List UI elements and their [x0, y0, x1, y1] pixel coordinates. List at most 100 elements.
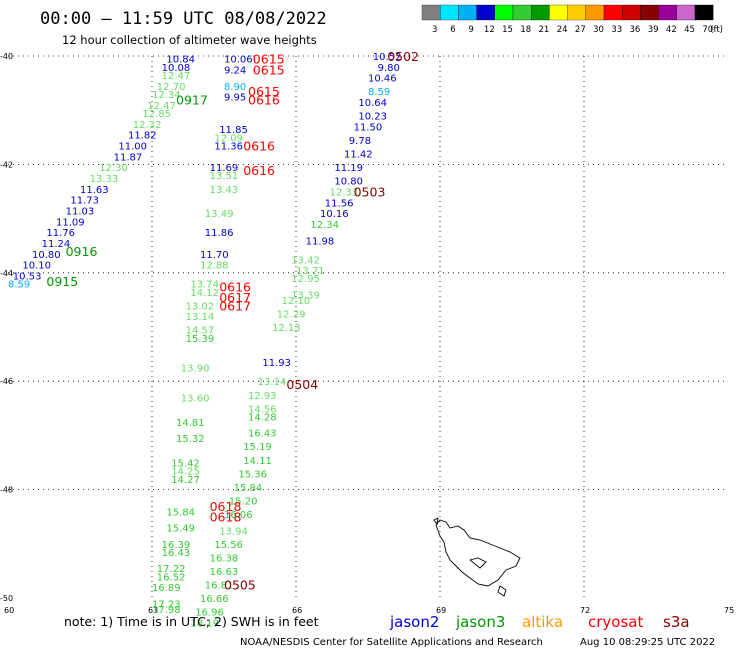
- wave-height-label: 13.33: [90, 174, 119, 185]
- wave-height-label: 13.43: [210, 185, 239, 196]
- time-label: 0505: [224, 577, 256, 592]
- wave-height-label: 16.43: [248, 429, 277, 440]
- wave-height-label: 12.70: [157, 82, 186, 93]
- colorbar-swatch: [694, 4, 714, 21]
- wave-height-label: 12.13: [272, 323, 301, 334]
- wave-height-label: 8.59: [368, 87, 390, 98]
- wave-height-label: 11.85: [219, 125, 248, 136]
- x-tick-label: 69: [436, 606, 446, 615]
- y-tick-label: -50: [0, 594, 13, 603]
- wave-height-label: 16.38: [210, 553, 239, 564]
- wave-height-label: 12.33: [330, 188, 359, 199]
- wave-height-label: 16.63: [210, 567, 239, 578]
- legend-entry-altika: altika: [522, 613, 563, 631]
- time-label: 0615: [248, 84, 280, 99]
- wave-height-label: 15.19: [243, 442, 272, 453]
- wave-height-label: 10.08: [162, 63, 191, 74]
- wave-height-label: 16.66: [200, 594, 229, 605]
- colorbar-label: 27: [575, 25, 586, 35]
- wave-height-label: 13.49: [205, 209, 234, 220]
- wave-height-label: 10.53: [13, 272, 42, 283]
- wave-height-label: 12.88: [200, 261, 229, 272]
- wave-height-label: 11.19: [334, 163, 363, 174]
- x-tick-label: 63: [148, 606, 158, 615]
- wave-height-label: 17.98: [152, 605, 181, 616]
- wave-height-label: 11.86: [205, 228, 234, 239]
- wave-height-label: 16.96: [195, 608, 224, 619]
- wave-height-label: 15.20: [229, 496, 258, 507]
- wave-height-label: 14.56: [248, 404, 277, 415]
- wave-height-label: 17.22: [157, 564, 186, 575]
- legend-entry-jason3: jason3: [455, 613, 505, 631]
- colorbar-swatch: [585, 4, 605, 21]
- wave-height-label: 12.47: [147, 101, 176, 112]
- legend-entry-cryosat: cryosat: [588, 613, 643, 631]
- colorbar: 3 6 9 12 15 18 21 24 27 30 33 36 39 42 45 70(ft): [421, 4, 723, 35]
- x-tick-label: 75: [724, 606, 734, 615]
- wave-height-label: 15.84: [234, 483, 263, 494]
- colorbar-label: 15: [502, 25, 513, 35]
- y-tick-label: -46: [0, 377, 13, 386]
- time-label: 0616: [243, 163, 275, 178]
- wave-height-label: 11.56: [325, 198, 354, 209]
- wave-height-label: 13.39: [291, 290, 320, 301]
- wave-height-label: 13.02: [186, 301, 215, 312]
- chart-subtitle: 12 hour collection of altimeter wave hei…: [62, 33, 317, 47]
- wave-height-label: 9.95: [224, 93, 246, 104]
- wave-height-label: 11.73: [70, 196, 99, 207]
- wave-height-label: 12.93: [248, 391, 277, 402]
- legend-entry-s3a: s3a: [663, 613, 690, 631]
- wave-height-label: 12.34: [310, 220, 339, 231]
- wave-height-label: 13.42: [291, 255, 320, 266]
- wave-height-label: 14.27: [171, 475, 200, 486]
- chart-title: 00:00 — 11:59 UTC 08/08/2022: [40, 9, 327, 29]
- wave-height-label: 16.39: [162, 540, 191, 551]
- colorbar-label: 36: [630, 25, 641, 35]
- wave-height-label: 15.32: [176, 434, 205, 445]
- colorbar-swatch: [512, 4, 532, 21]
- x-tick-label: 72: [580, 606, 590, 615]
- colorbar-swatch: [458, 4, 477, 21]
- wave-height-label: 12.95: [291, 274, 320, 285]
- wave-height-label: 10.16: [320, 209, 349, 220]
- wave-height-label: 13.60: [181, 393, 210, 404]
- wave-height-label: 11.76: [46, 228, 75, 239]
- wave-height-label: 12.09: [214, 133, 243, 144]
- wave-height-label: 11.24: [42, 239, 71, 250]
- wave-height-label: 13.14: [186, 312, 215, 323]
- colorbar-label: 18: [520, 25, 531, 35]
- wave-height-label: 12.34: [152, 90, 181, 101]
- wave-height-label: 10.52: [373, 52, 402, 63]
- colorbar-label: 3: [432, 25, 437, 35]
- wave-height-label: 11.70: [200, 250, 229, 261]
- wave-height-label: 12.47: [162, 71, 191, 82]
- satellite-legend: jason2 jason3 altika cryosat s3a: [389, 613, 690, 631]
- time-label: 0618: [210, 499, 242, 514]
- time-label: 0503: [354, 185, 386, 200]
- time-label: 0616: [243, 138, 275, 153]
- time-label: 0504: [286, 377, 318, 392]
- wave-height-label: 11.03: [66, 206, 95, 217]
- legend-entry-jason2: jason2: [389, 613, 439, 631]
- colorbar-swatch: [567, 4, 586, 21]
- colorbar-swatch: [421, 4, 441, 21]
- footer-note: note: 1) Time is in UTC; 2) SWH is in fe…: [64, 614, 319, 629]
- time-label: 0616: [248, 92, 280, 107]
- colorbar-swatch: [640, 4, 659, 21]
- wave-height-values: 10.8410.0812.4712.7012.3412.4712.8512.32…: [8, 52, 401, 629]
- colorbar-unit: (ft): [710, 25, 723, 35]
- wave-height-label: 12.32: [133, 120, 162, 131]
- time-label: 0615: [253, 52, 285, 67]
- y-tick-label: -40: [0, 52, 13, 61]
- wave-height-label: 13.71: [296, 266, 325, 277]
- y-tick-label: -48: [0, 486, 13, 495]
- colorbar-swatch: [494, 4, 514, 21]
- colorbar-label: 42: [666, 25, 677, 35]
- wave-height-label: 12.85: [142, 109, 171, 120]
- wave-height-label: 16.06: [224, 510, 253, 521]
- wave-height-label: 13.94: [219, 526, 248, 537]
- colorbar-label: 6: [450, 25, 455, 35]
- wave-height-label: 11.36: [214, 141, 243, 152]
- wave-height-label: 14.11: [243, 456, 272, 467]
